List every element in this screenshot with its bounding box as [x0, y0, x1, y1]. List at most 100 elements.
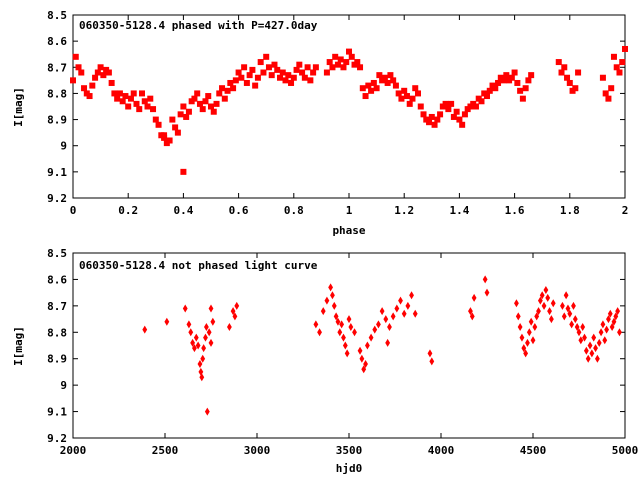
- x-axis-label: phase: [332, 224, 365, 237]
- data-point: [572, 85, 579, 92]
- data-point: [427, 349, 433, 358]
- y-tick-label: 8.9: [47, 353, 67, 366]
- data-point: [405, 301, 411, 310]
- chart-title: 060350-5128.4 not phased light curve: [79, 259, 318, 272]
- data-point: [177, 111, 184, 118]
- data-point: [550, 299, 556, 308]
- data-point: [199, 106, 206, 113]
- data-point: [578, 336, 584, 345]
- y-tick-label: 8.6: [47, 35, 67, 48]
- data-point: [324, 296, 330, 305]
- data-point: [216, 90, 223, 97]
- data-point: [252, 82, 259, 89]
- data-point: [471, 293, 477, 302]
- data-point: [564, 74, 571, 81]
- data-point: [114, 95, 121, 102]
- data-point: [528, 317, 534, 326]
- axis-ticks: 2000 2500 3000 3500 4000 4500 5000 8.5 8.6 8.7 8.8…: [47, 247, 638, 457]
- data-point: [459, 121, 466, 128]
- data-point: [133, 100, 140, 107]
- data-point: [376, 320, 381, 329]
- data-point: [230, 85, 237, 92]
- data-point: [206, 328, 212, 337]
- data-point: [528, 72, 535, 79]
- data-point: [202, 98, 209, 105]
- data-point: [344, 349, 350, 358]
- data-point: [495, 79, 502, 86]
- data-point: [561, 312, 567, 321]
- data-point: [346, 315, 352, 324]
- data-point: [299, 69, 306, 76]
- data-point: [401, 87, 408, 94]
- data-point: [180, 168, 187, 175]
- data-point: [615, 307, 621, 316]
- data-point: [150, 106, 157, 113]
- data-point: [486, 87, 493, 94]
- data-point: [192, 344, 197, 353]
- x-tick-label: 2500: [152, 444, 179, 457]
- data-point: [122, 93, 129, 100]
- data-point: [320, 307, 326, 316]
- data-point: [362, 93, 369, 100]
- data-point: [203, 333, 208, 342]
- x-tick-label: 5000: [612, 444, 639, 457]
- data-point: [265, 64, 272, 71]
- data-point: [383, 315, 389, 324]
- data-point: [70, 77, 76, 84]
- data-point: [152, 116, 159, 123]
- data-point: [409, 95, 416, 102]
- data-point: [395, 90, 402, 97]
- data-point: [420, 111, 427, 118]
- data-point: [260, 69, 267, 76]
- data-point: [213, 100, 220, 107]
- data-point: [166, 137, 173, 144]
- data-point: [575, 69, 582, 76]
- data-point: [130, 90, 137, 97]
- y-tick-label: 9.2: [47, 192, 67, 205]
- data-point: [379, 307, 385, 316]
- data-point: [180, 103, 187, 110]
- data-point: [450, 113, 457, 120]
- data-point: [348, 53, 355, 60]
- data-point: [613, 312, 619, 321]
- data-point: [301, 74, 308, 81]
- data-point: [312, 64, 319, 71]
- data-point: [514, 299, 519, 308]
- data-point: [576, 328, 582, 337]
- data-point: [277, 74, 283, 81]
- data-point: [144, 103, 151, 110]
- data-point: [456, 116, 463, 123]
- data-point: [555, 59, 562, 66]
- data-point: [517, 323, 523, 331]
- data-point: [317, 328, 322, 337]
- y-tick-label: 8.5: [47, 9, 67, 22]
- data-point: [155, 121, 162, 128]
- x-tick-label: 2: [622, 204, 629, 217]
- x-tick-label: 4000: [428, 444, 455, 457]
- data-points: [70, 45, 628, 175]
- data-point: [537, 296, 543, 305]
- data-point: [437, 111, 444, 118]
- data-point: [274, 66, 281, 73]
- data-point: [161, 132, 168, 139]
- data-point: [125, 103, 132, 110]
- data-point: [583, 346, 589, 355]
- data-point: [428, 113, 435, 120]
- data-point: [561, 64, 568, 71]
- data-point: [78, 69, 85, 76]
- y-tick-label: 8.7: [47, 300, 67, 313]
- data-point: [492, 85, 499, 92]
- y-tick-label: 8.8: [47, 326, 67, 339]
- data-point: [598, 328, 604, 337]
- data-point: [392, 82, 399, 89]
- y-tick-label: 9.1: [47, 166, 67, 179]
- chart-title: 060350-5128.4 phased with P=427.0day: [79, 19, 318, 32]
- data-point: [334, 61, 341, 68]
- data-point: [307, 77, 314, 84]
- data-point: [204, 407, 210, 416]
- data-point: [97, 64, 104, 71]
- data-point: [589, 349, 595, 358]
- data-point: [359, 85, 366, 92]
- data-point: [224, 87, 231, 94]
- data-point: [263, 53, 270, 60]
